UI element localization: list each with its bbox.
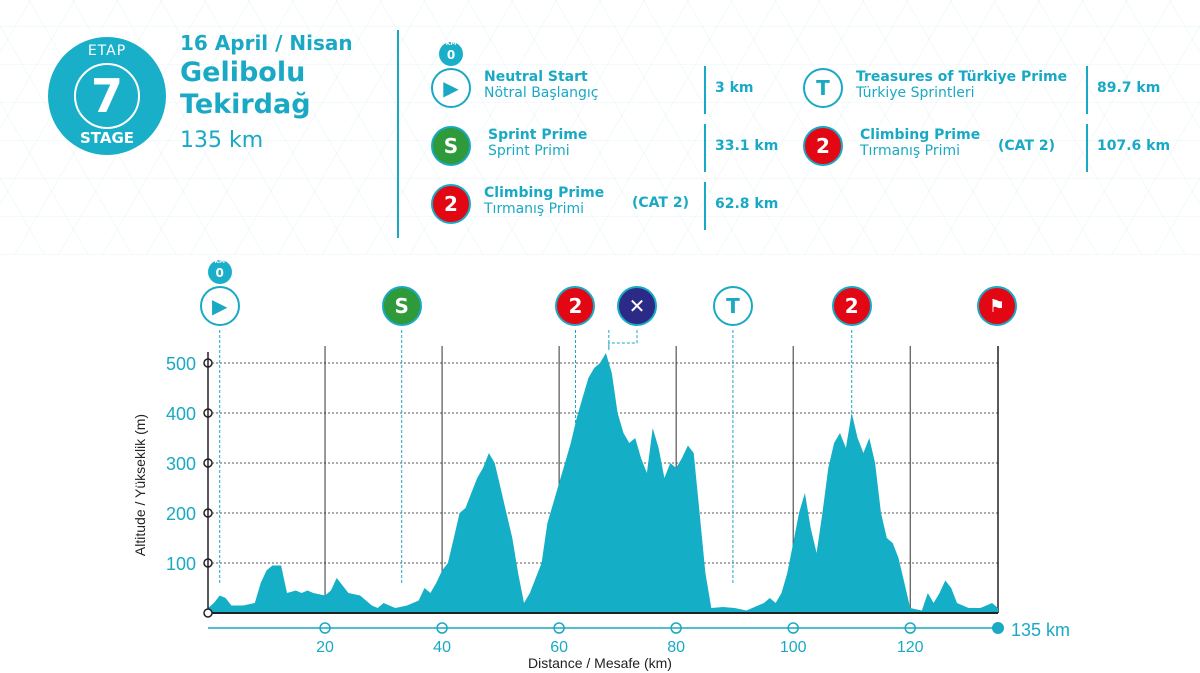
x-tick-label: 60: [550, 639, 568, 656]
legend-km: 3 km: [715, 80, 754, 96]
end-distance-label: 135 km: [1011, 620, 1070, 640]
y-tick-label: 200: [166, 504, 196, 524]
legend-divider: [704, 124, 706, 172]
marker-guide-line: [608, 328, 638, 350]
legend-cat: (CAT 2): [632, 195, 689, 211]
climb-icon: 2: [555, 286, 596, 326]
stage-distance: 135 km: [180, 128, 264, 153]
neutral-start-icon: ▶: [431, 68, 471, 108]
badge-etap: ETAP: [87, 43, 127, 59]
legend-km: 62.8 km: [715, 196, 779, 212]
x-tick-label: 40: [433, 639, 451, 656]
climb-icon: 2: [431, 184, 471, 224]
x-tick-label: 100: [780, 639, 807, 656]
sprint-icon: S: [381, 286, 422, 326]
feed-zone-icon: ✕: [617, 286, 657, 326]
legend-item-treasures: Treasures of Türkiye Prime Türkiye Sprint…: [856, 69, 1068, 101]
finish-flag-icon: ⚑: [977, 286, 1017, 326]
legend-km: 33.1 km: [715, 138, 779, 154]
badge-number: 7: [74, 63, 140, 129]
x-axis-label: Distance / Mesafe (km): [528, 655, 672, 671]
legend-item-climb-2: Climbing Prime Tırmanış Primi: [860, 127, 981, 159]
header-background: [0, 0, 1200, 255]
neutral-start-icon: ▶: [199, 286, 240, 326]
y-tick-label: 400: [166, 404, 196, 424]
stage-date: 16 April / Nisan: [180, 31, 353, 55]
legend-divider: [1086, 66, 1088, 114]
legend-item-sprint: Sprint Prime Sprint Primi: [488, 127, 588, 159]
legend-item-neutral-start: Neutral Start Nötral Başlangıç: [484, 69, 599, 101]
start-city: Gelibolu: [180, 57, 306, 88]
km0-badge: KM 0: [207, 258, 232, 284]
x-tick-label: 120: [897, 639, 924, 656]
y-tick-label: 500: [166, 354, 196, 374]
header-divider: [397, 30, 399, 238]
finish-city: Tekirdağ: [180, 89, 311, 120]
climb-icon: 2: [831, 286, 872, 326]
legend-divider: [704, 66, 706, 114]
treasures-sprint-icon: T: [803, 68, 843, 108]
y-axis-label: Altitude / Yükseklik (m): [132, 414, 148, 556]
stage-badge: ETAP 7 STAGE: [48, 37, 166, 155]
finish-track-marker: [992, 622, 1004, 634]
sprint-icon: S: [431, 126, 471, 166]
y-tick-label: 100: [166, 554, 196, 574]
y-tick-label: 300: [166, 454, 196, 474]
origin-marker: [203, 608, 213, 618]
climb-icon: 2: [803, 126, 843, 166]
legend-km: 89.7 km: [1097, 80, 1161, 96]
legend-item-climb-1: Climbing Prime Tırmanış Primi: [484, 185, 605, 217]
elevation-area: [208, 353, 998, 613]
legend-divider: [1086, 124, 1088, 172]
legend-cat: (CAT 2): [998, 138, 1055, 154]
legend-km: 107.6 km: [1097, 138, 1171, 154]
legend-divider: [704, 182, 706, 230]
x-tick-label: 20: [316, 639, 334, 656]
x-tick-label: 80: [667, 639, 685, 656]
treasures-sprint-icon: T: [712, 286, 753, 326]
km0-badge: KM 0: [439, 40, 463, 66]
badge-stage: STAGE: [79, 129, 135, 147]
